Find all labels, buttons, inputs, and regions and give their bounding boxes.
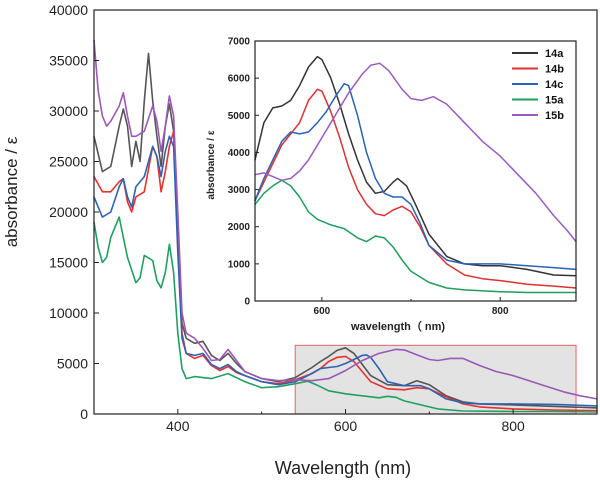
inset-y-tick-label: 0	[244, 297, 250, 308]
inset-y-tick-label: 6000	[228, 74, 251, 85]
main-series-line-14a	[93, 52, 598, 409]
inset-y-tick-label: 4000	[228, 148, 251, 159]
main-y-tick-label: 10000	[49, 305, 88, 321]
inset-y-tick-label: 1000	[228, 259, 251, 270]
main-y-tick-label: 0	[80, 406, 88, 422]
inset-y-tick-label: 5000	[228, 111, 251, 122]
main-y-tick-label: 35000	[49, 52, 88, 68]
inset-x-tick-label: 800	[492, 306, 509, 317]
main-y-tick-label: 40000	[49, 2, 88, 18]
main-y-tick-label: 5000	[57, 355, 88, 371]
inset-series-line-14b	[254, 88, 577, 289]
main-series-line-15a	[93, 216, 598, 413]
inset-y-axis-label: absorbance / ε	[206, 130, 217, 199]
main-x-tick-label: 600	[334, 418, 358, 434]
legend-label-15a: 15a	[545, 95, 564, 107]
main-y-tick-label: 15000	[49, 254, 88, 270]
main-y-tick-label: 20000	[49, 204, 88, 220]
main-x-axis-label: Wavelength (nm)	[275, 458, 411, 478]
inset-y-tick-label: 3000	[228, 185, 251, 196]
main-y-axis-label: absorbance / ε	[2, 136, 21, 247]
inset-legend: 14a 14b 14c 15a 15b	[512, 48, 564, 122]
main-series-line-15b	[93, 39, 598, 400]
main-axes: 400 600 8000500010000150002000025000300003…	[49, 2, 598, 434]
inset-series-line-14a	[254, 55, 577, 277]
main-x-tick-label: 800	[501, 418, 525, 434]
inset-series-line-15b	[254, 62, 577, 243]
legend-label-14a: 14a	[545, 48, 564, 60]
inset-y-tick-label: 2000	[228, 222, 251, 233]
legend-label-15b: 15b	[545, 110, 564, 122]
legend-label-14c: 14c	[545, 79, 563, 91]
main-series-group	[93, 39, 598, 413]
inset-series-group	[254, 55, 577, 294]
inset-x-axis-label: wavelength（ nm)	[350, 320, 445, 333]
inset-axes: 600 800 0 1000 2000 3000 4000 5000 6000 7000	[228, 37, 577, 317]
main-x-tick-label: 400	[166, 418, 190, 434]
inset-x-tick-label: 600	[314, 306, 331, 317]
legend-label-14b: 14b	[545, 64, 564, 76]
inset-y-tick-label: 7000	[228, 37, 251, 48]
main-y-tick-label: 25000	[49, 153, 88, 169]
inset-background	[255, 41, 576, 301]
inset-axes-frame	[254, 40, 577, 302]
main-y-tick-label: 30000	[49, 103, 88, 119]
inset-series-line-15a	[254, 179, 577, 294]
inset-series-line-14c	[254, 82, 577, 271]
main-series-line-14c	[93, 135, 598, 407]
main-series-line-14b	[93, 130, 598, 412]
